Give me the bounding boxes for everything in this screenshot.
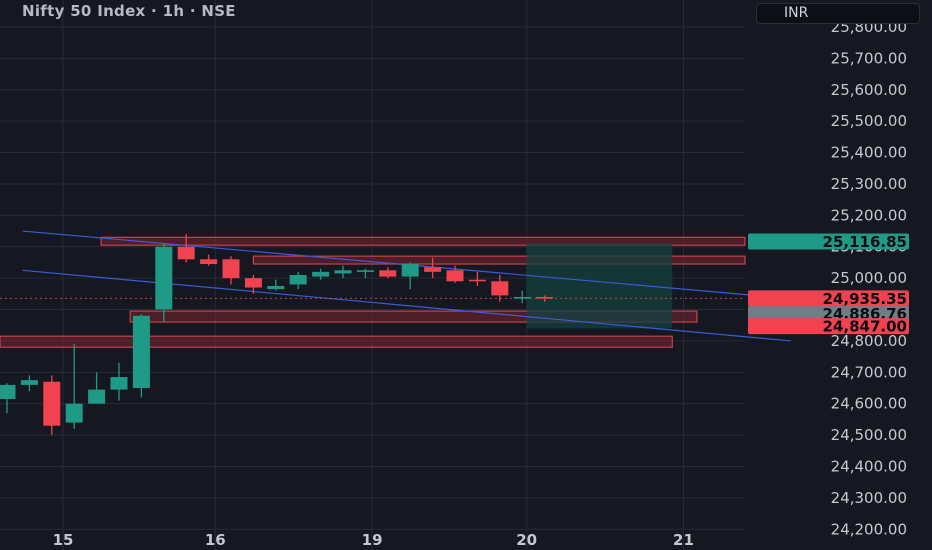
- candle-body: [289, 275, 307, 285]
- candle-body: [536, 296, 554, 299]
- price-tick-label: 24,800.00: [831, 332, 907, 350]
- zone-upper-right: [252, 255, 746, 265]
- zone-lower: [0, 335, 673, 348]
- price-label-bg: [748, 305, 909, 322]
- price-label-text: 25,116.85: [823, 233, 907, 251]
- price-tick-label: 24,600.00: [831, 395, 907, 413]
- time-tick-label: 16: [205, 531, 226, 549]
- time-tick-label: 15: [53, 531, 74, 549]
- price-tick-label: 25,200.00: [831, 206, 907, 224]
- candle-body: [20, 380, 38, 385]
- candle-body: [110, 377, 128, 390]
- time-tick-label: 21: [673, 531, 694, 549]
- trendlines-layer: [0, 230, 792, 342]
- candle-body: [65, 403, 83, 423]
- zone-top: [100, 236, 746, 246]
- zone-middle: [129, 310, 698, 323]
- candle-body: [267, 285, 285, 290]
- candle-body: [177, 246, 195, 260]
- price-label-4: 24,847.00: [748, 318, 909, 336]
- candle-body: [132, 315, 150, 389]
- trendline-2: [22, 269, 792, 342]
- time-tick-label: 19: [362, 531, 383, 549]
- price-tick-label: 25,300.00: [831, 175, 907, 193]
- price-tick-label: 25,500.00: [831, 112, 907, 130]
- candle-body: [356, 270, 374, 272]
- price-tick-label: 25,000.00: [831, 269, 907, 287]
- price-tick-label: 25,600.00: [831, 81, 907, 99]
- time-tick-label: 20: [516, 531, 537, 549]
- candle-body: [155, 246, 173, 310]
- candle-body: [88, 389, 106, 404]
- price-tick-label: 25,400.00: [831, 144, 907, 162]
- candle-body: [468, 279, 486, 282]
- price-tick-label: 24,300.00: [831, 489, 907, 507]
- candle-body: [401, 264, 419, 277]
- price-tick-label: 25,700.00: [831, 49, 907, 67]
- candle-body: [334, 270, 352, 274]
- price-label-1: 25,116.85: [748, 233, 909, 251]
- candle-body: [312, 271, 330, 277]
- price-label-2: 24,935.35: [748, 290, 909, 308]
- time-axis[interactable]: 15 16 19 20 21: [53, 531, 694, 549]
- candle-body: [222, 259, 240, 279]
- price-tick-label: 24,700.00: [831, 363, 907, 381]
- chart-title: Nifty 50 Index · 1h · NSE: [22, 2, 236, 20]
- candle-body: [491, 281, 509, 296]
- zones-layer: [0, 236, 746, 348]
- currency-selector[interactable]: INR: [756, 3, 920, 24]
- candle-body: [244, 278, 262, 288]
- price-label-bg: [748, 233, 909, 250]
- candle-body: [0, 384, 16, 400]
- price-tick-label: 24,500.00: [831, 426, 907, 444]
- price-axis[interactable]: 24,200.00 24,300.00 24,400.00 24,500.00 24,6…: [831, 18, 907, 538]
- price-label-bg: [748, 290, 909, 307]
- candle-body: [200, 259, 218, 265]
- candle-body: [424, 267, 442, 272]
- price-label-text: 24,847.00: [823, 318, 907, 336]
- candle-body: [43, 381, 61, 426]
- price-tick-label: 24,400.00: [831, 458, 907, 476]
- price-label-bg: [748, 318, 909, 335]
- grid-layer: [0, 0, 745, 550]
- price-label-text: 24,935.35: [823, 290, 907, 308]
- price-tick-label: 24,200.00: [831, 520, 907, 538]
- candle-body: [446, 270, 464, 282]
- candle-body: [513, 296, 531, 299]
- candle-body: [379, 270, 397, 277]
- candles-layer: [0, 234, 554, 436]
